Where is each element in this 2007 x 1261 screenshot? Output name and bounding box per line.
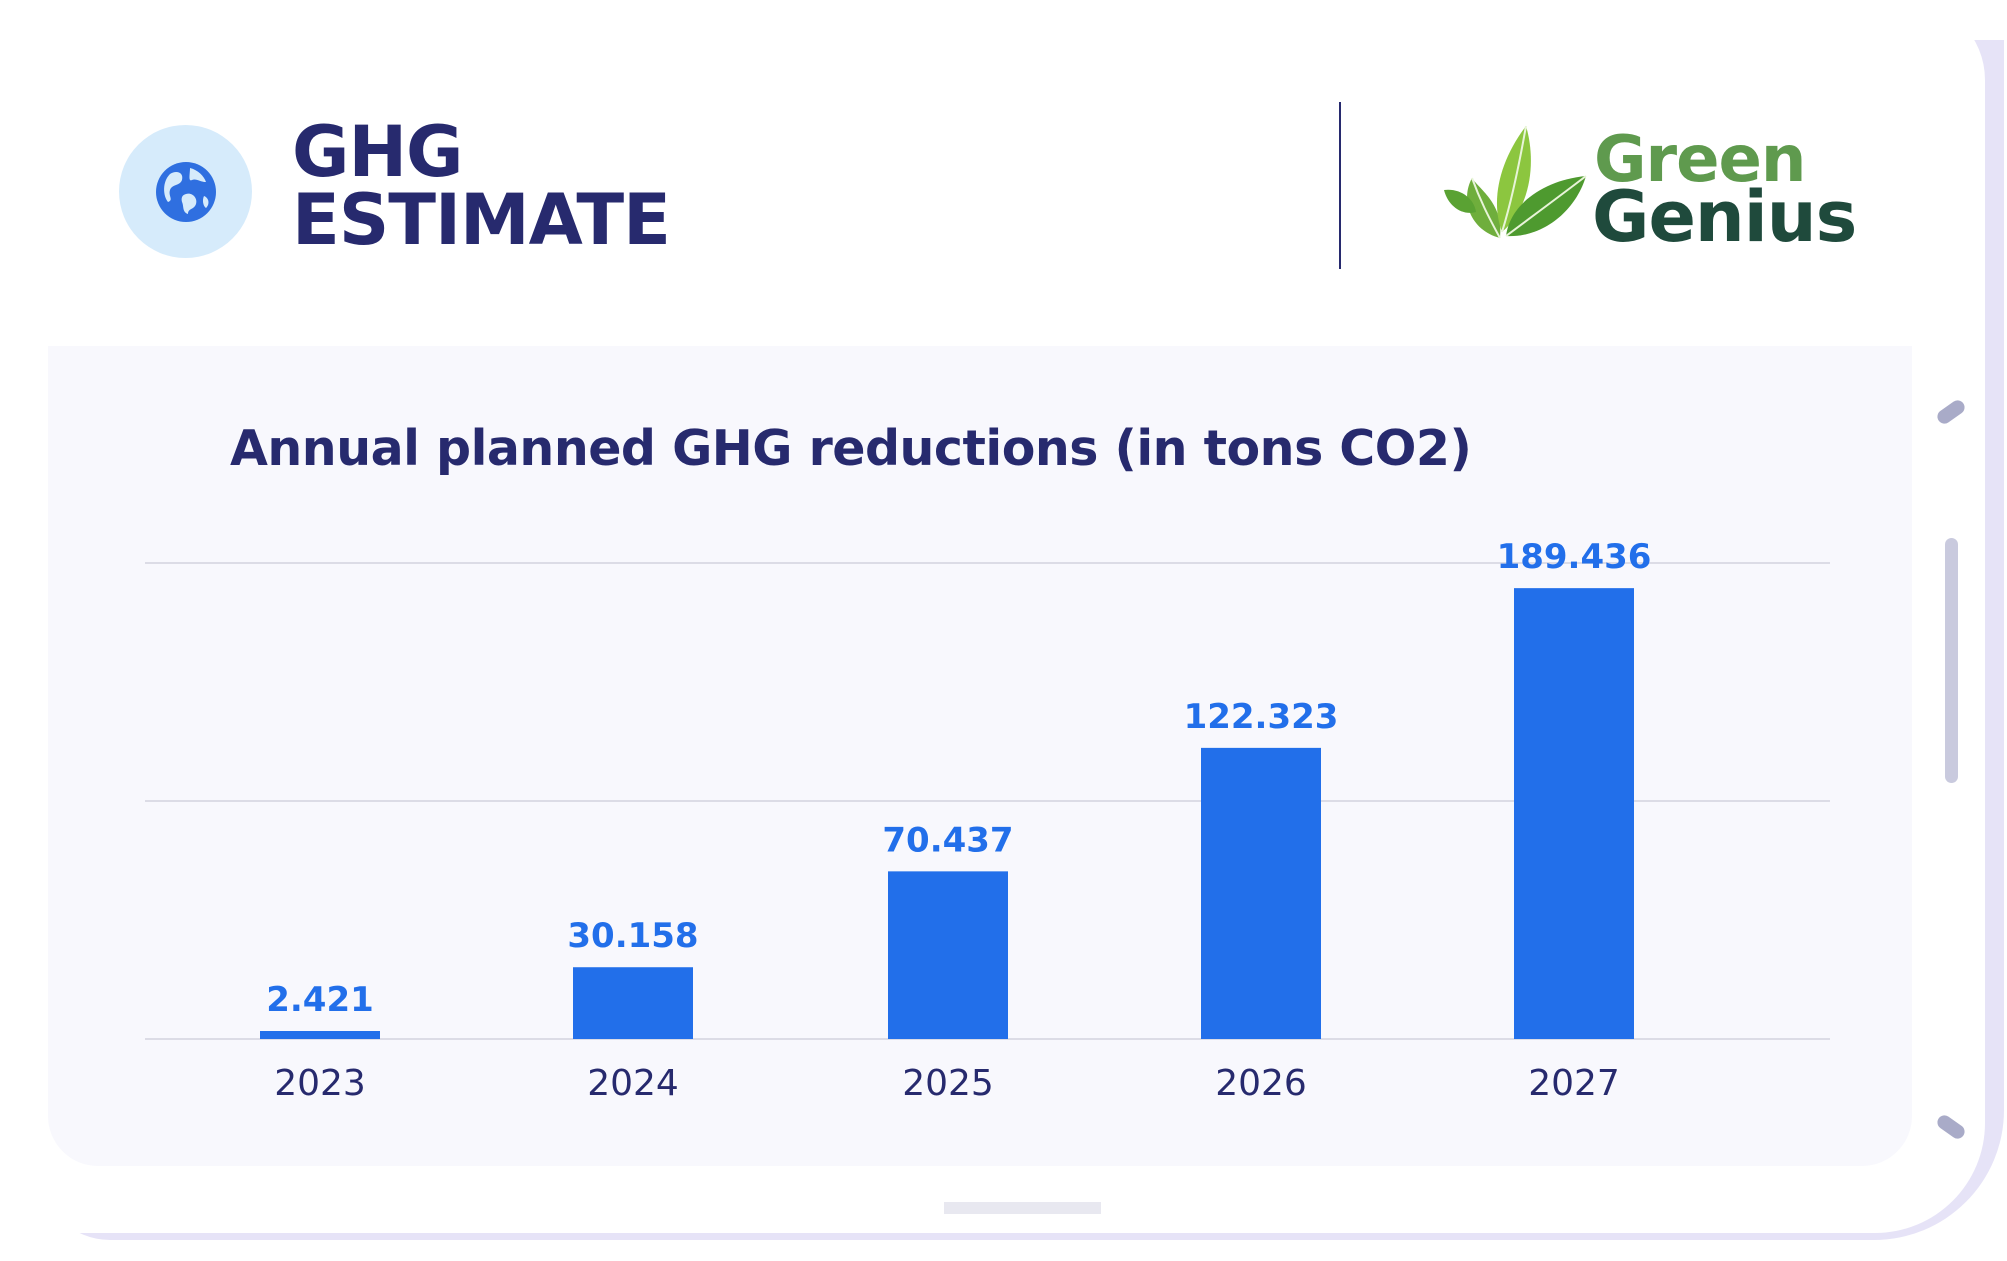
scrollbar-thumb[interactable] bbox=[1945, 538, 1958, 783]
bar-2025[interactable] bbox=[888, 871, 1008, 1039]
data-label-2026: 122.323 bbox=[1184, 697, 1339, 737]
data-label-2024: 30.158 bbox=[567, 916, 698, 956]
page-title: GHG ESTIMATE bbox=[292, 111, 671, 261]
bar-2023[interactable] bbox=[260, 1031, 380, 1039]
page-title-line2: ESTIMATE bbox=[292, 179, 671, 261]
x-tick-label-2025: 2025 bbox=[902, 1063, 994, 1104]
logo-word-green: Green bbox=[1594, 123, 1806, 197]
page-title-line1: GHG bbox=[292, 111, 464, 193]
x-tick-label-2024: 2024 bbox=[587, 1063, 679, 1104]
logo-word-genius: Genius bbox=[1592, 176, 1857, 258]
data-label-2025: 70.437 bbox=[882, 820, 1013, 860]
home-indicator[interactable] bbox=[944, 1202, 1101, 1214]
x-tick-label-2027: 2027 bbox=[1528, 1063, 1620, 1104]
bar-2027[interactable] bbox=[1514, 588, 1634, 1039]
globe-icon-badge bbox=[119, 125, 252, 258]
green-genius-logo: Green Genius bbox=[1440, 120, 1870, 260]
bar-2024[interactable] bbox=[573, 967, 693, 1039]
header-divider bbox=[1339, 102, 1341, 269]
bar-2026[interactable] bbox=[1201, 747, 1321, 1039]
leaves-icon bbox=[1444, 125, 1587, 239]
chart-title: Annual planned GHG reductions (in tons C… bbox=[230, 420, 1472, 477]
x-tick-label-2023: 2023 bbox=[274, 1063, 366, 1104]
x-tick-label-2026: 2026 bbox=[1215, 1063, 1307, 1104]
data-label-2023: 2.421 bbox=[266, 980, 374, 1020]
globe-icon bbox=[155, 161, 216, 222]
data-label-2027: 189.436 bbox=[1497, 537, 1652, 577]
